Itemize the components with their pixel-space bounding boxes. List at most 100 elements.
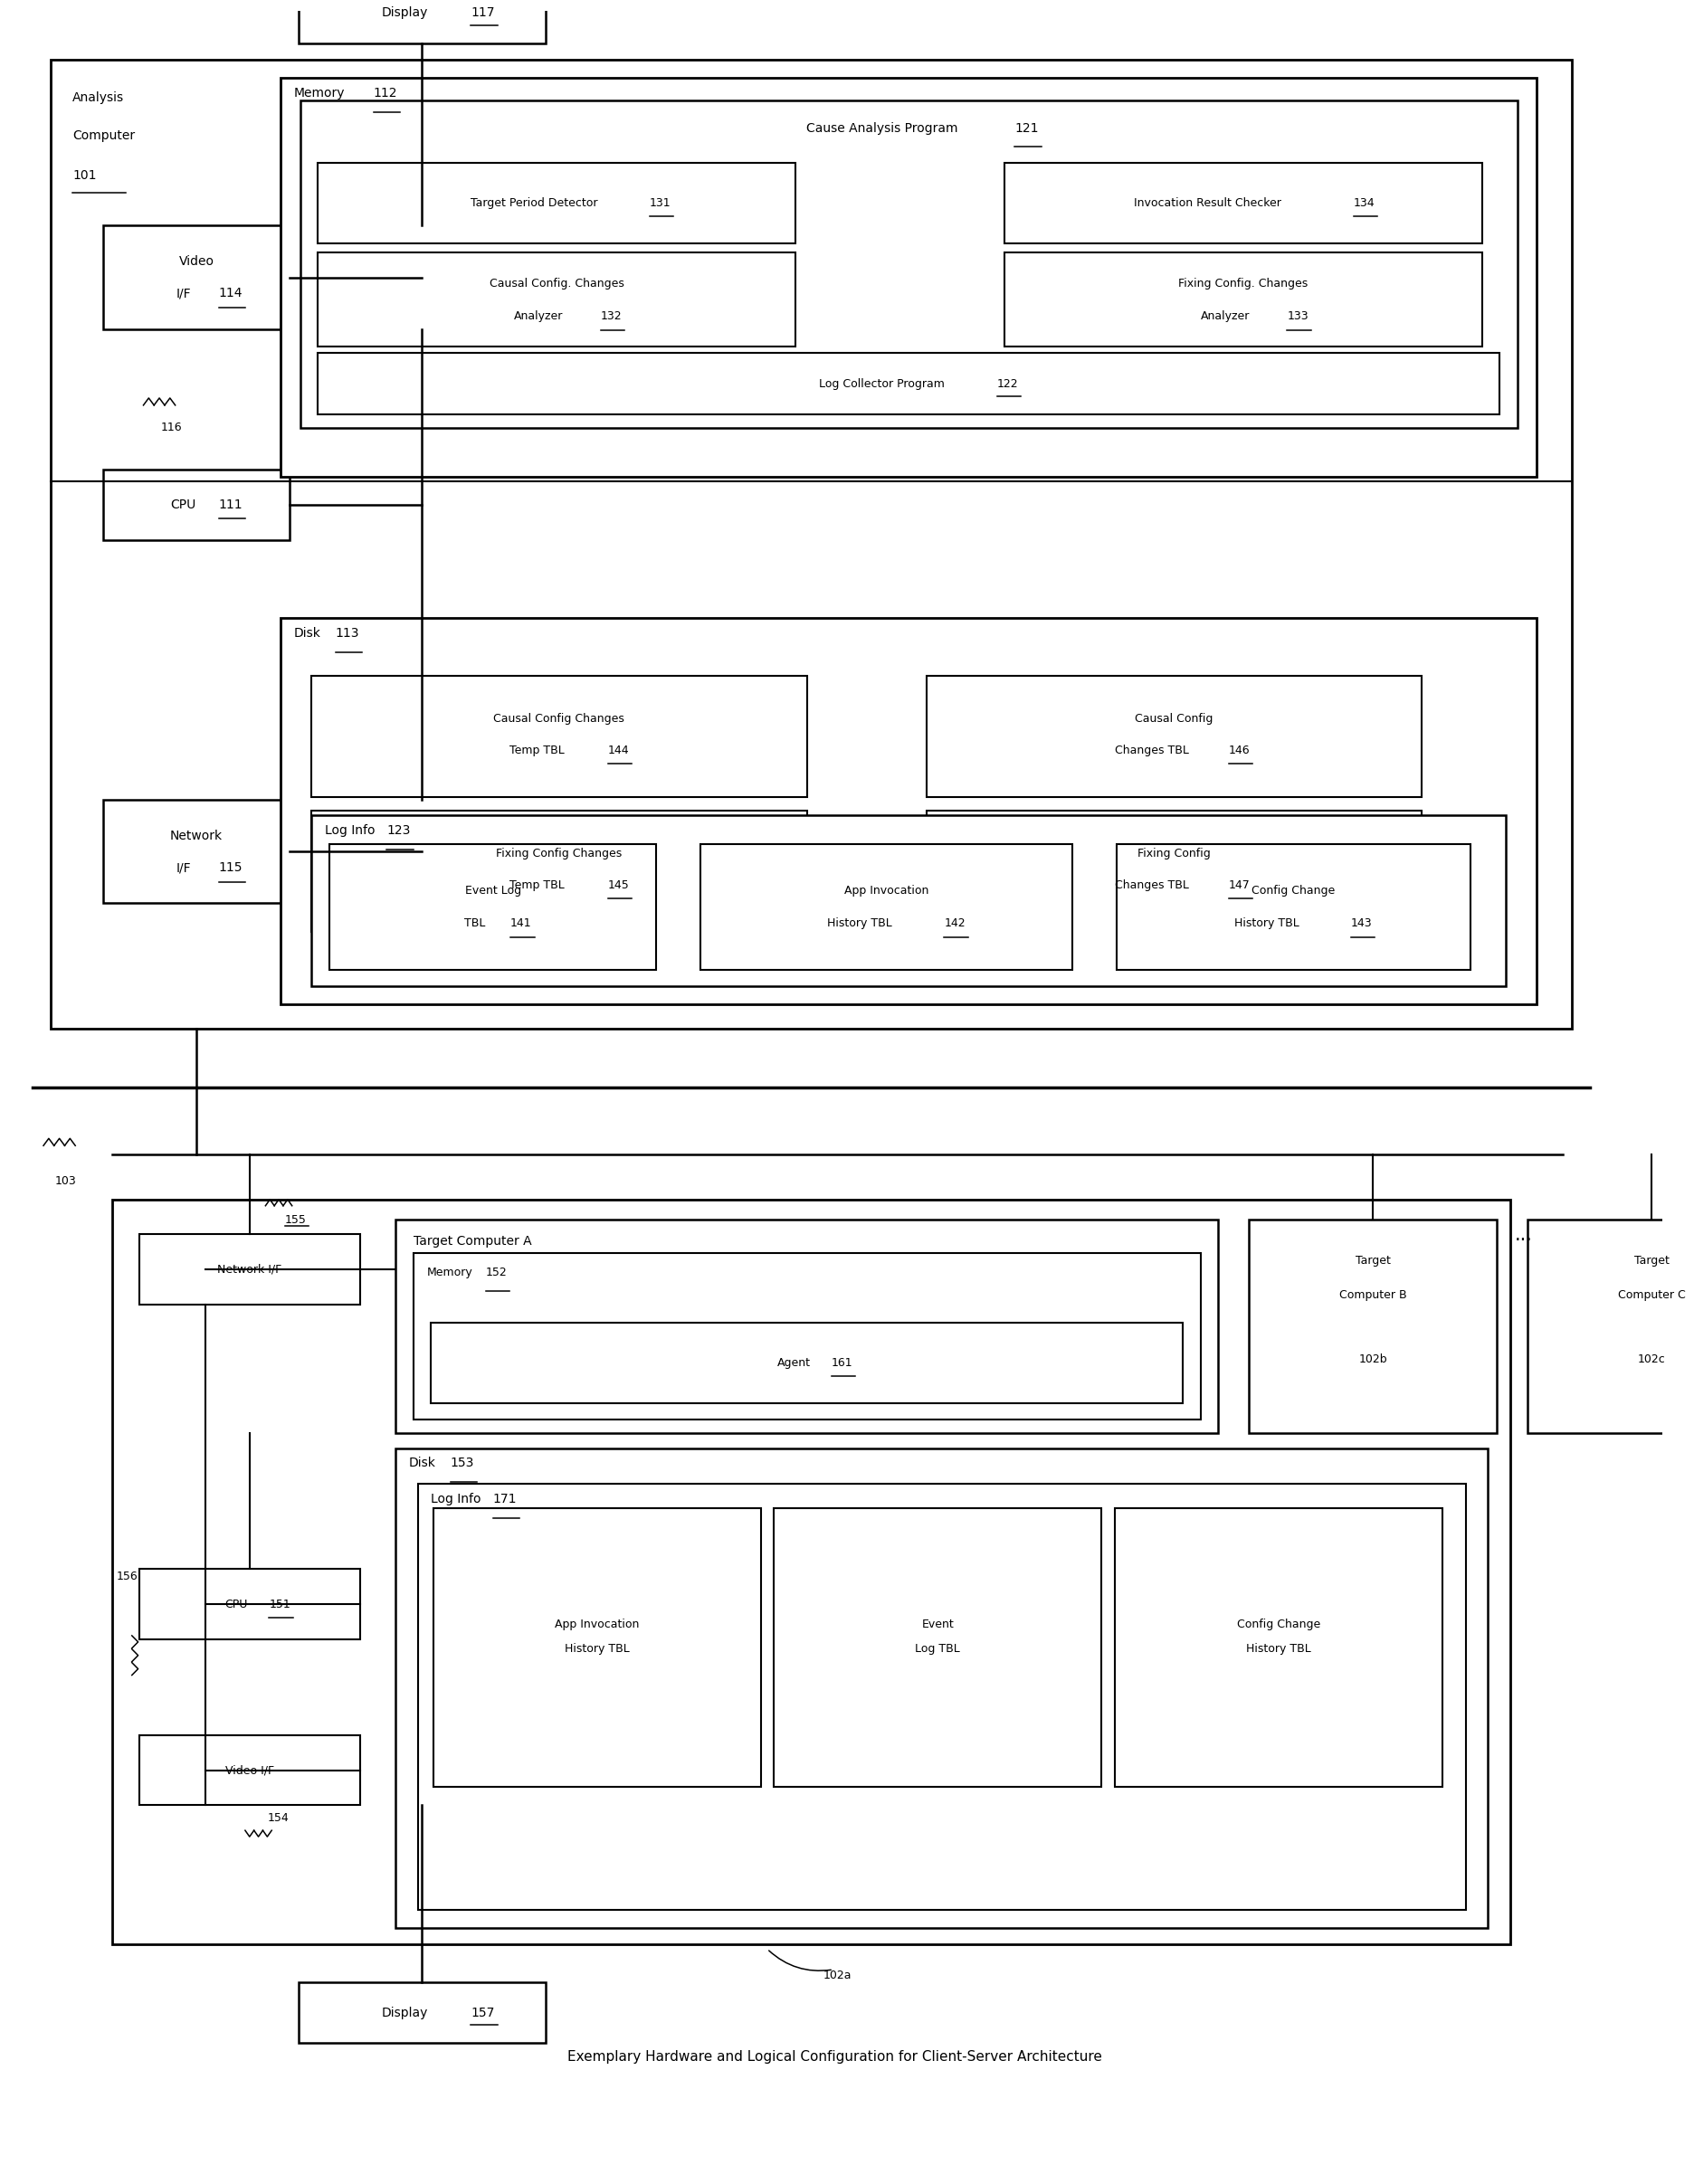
FancyBboxPatch shape xyxy=(139,1570,361,1640)
FancyBboxPatch shape xyxy=(139,1234,361,1304)
Text: 102b: 102b xyxy=(1359,1354,1387,1365)
FancyBboxPatch shape xyxy=(281,618,1536,1005)
Text: 102c: 102c xyxy=(1638,1354,1665,1365)
Text: 161: 161 xyxy=(832,1356,854,1369)
FancyBboxPatch shape xyxy=(298,1983,545,2042)
Text: Disk: Disk xyxy=(408,1457,435,1470)
Text: 171: 171 xyxy=(493,1494,517,1505)
Text: Memory: Memory xyxy=(293,87,346,98)
FancyBboxPatch shape xyxy=(1248,1219,1497,1433)
Text: Changes TBL: Changes TBL xyxy=(1115,878,1189,891)
Text: 101: 101 xyxy=(73,168,97,181)
Text: Log Collector Program: Log Collector Program xyxy=(820,378,945,389)
Text: Computer: Computer xyxy=(73,129,136,142)
Text: Fixing Config Changes: Fixing Config Changes xyxy=(496,847,622,858)
Text: Analysis: Analysis xyxy=(73,92,124,105)
Text: Display: Display xyxy=(381,2007,427,2018)
FancyBboxPatch shape xyxy=(51,59,1572,1029)
Text: 153: 153 xyxy=(451,1457,474,1470)
Text: 134: 134 xyxy=(1354,197,1376,210)
FancyBboxPatch shape xyxy=(701,843,1072,970)
FancyBboxPatch shape xyxy=(103,470,290,539)
FancyBboxPatch shape xyxy=(395,1219,1218,1433)
Text: Video: Video xyxy=(180,256,213,266)
Text: Fixing Config: Fixing Config xyxy=(1137,847,1211,858)
Text: Agent: Agent xyxy=(778,1356,810,1369)
FancyBboxPatch shape xyxy=(1116,843,1470,970)
FancyBboxPatch shape xyxy=(318,253,796,347)
Text: Config Change: Config Change xyxy=(1252,885,1335,898)
Text: 157: 157 xyxy=(471,2007,495,2018)
FancyBboxPatch shape xyxy=(434,1509,761,1787)
Text: Log Info: Log Info xyxy=(325,823,374,836)
Text: History TBL: History TBL xyxy=(1245,1642,1311,1655)
Text: Analyzer: Analyzer xyxy=(515,310,564,321)
Text: App Invocation: App Invocation xyxy=(556,1618,639,1631)
Text: Log Info: Log Info xyxy=(430,1494,481,1505)
Text: TBL: TBL xyxy=(464,917,486,928)
FancyBboxPatch shape xyxy=(281,79,1536,476)
Text: 111: 111 xyxy=(219,498,242,511)
Text: 141: 141 xyxy=(510,917,532,928)
FancyBboxPatch shape xyxy=(298,0,545,44)
Text: Causal Config Changes: Causal Config Changes xyxy=(493,712,625,725)
FancyBboxPatch shape xyxy=(1005,253,1482,347)
Text: CPU: CPU xyxy=(171,498,197,511)
Text: Display: Display xyxy=(381,7,427,20)
Text: 116: 116 xyxy=(161,422,183,435)
Text: 132: 132 xyxy=(601,310,622,321)
Text: 147: 147 xyxy=(1228,878,1250,891)
Text: I/F: I/F xyxy=(176,860,191,874)
Text: Temp TBL: Temp TBL xyxy=(510,745,564,756)
FancyBboxPatch shape xyxy=(774,1509,1101,1787)
Text: Invocation Result Checker: Invocation Result Checker xyxy=(1133,197,1281,210)
Text: 103: 103 xyxy=(54,1175,76,1188)
Text: 131: 131 xyxy=(649,197,671,210)
Text: 121: 121 xyxy=(1015,122,1038,135)
FancyBboxPatch shape xyxy=(418,1483,1465,1911)
Text: 112: 112 xyxy=(373,87,398,98)
FancyBboxPatch shape xyxy=(318,354,1499,415)
Text: Event Log: Event Log xyxy=(464,885,522,898)
Text: 142: 142 xyxy=(944,917,966,928)
FancyBboxPatch shape xyxy=(329,843,657,970)
FancyBboxPatch shape xyxy=(395,1448,1487,1928)
Text: 113: 113 xyxy=(335,627,359,640)
FancyBboxPatch shape xyxy=(300,100,1518,428)
FancyBboxPatch shape xyxy=(103,225,290,330)
Text: 102a: 102a xyxy=(823,1970,852,1981)
Text: Video I/F: Video I/F xyxy=(225,1765,274,1776)
Text: 117: 117 xyxy=(471,7,495,20)
Text: Computer B: Computer B xyxy=(1340,1289,1406,1302)
Text: 144: 144 xyxy=(608,745,628,756)
Text: Target: Target xyxy=(1355,1256,1391,1267)
FancyBboxPatch shape xyxy=(312,810,806,933)
Text: ...: ... xyxy=(1514,1227,1533,1245)
Text: 122: 122 xyxy=(998,378,1018,389)
Text: 156: 156 xyxy=(117,1570,139,1581)
Text: Network: Network xyxy=(169,830,224,841)
Text: Target Period Detector: Target Period Detector xyxy=(471,197,598,210)
Text: Config Change: Config Change xyxy=(1237,1618,1320,1631)
Text: Target: Target xyxy=(1635,1256,1669,1267)
FancyBboxPatch shape xyxy=(112,1199,1509,1944)
Text: Temp TBL: Temp TBL xyxy=(510,878,564,891)
FancyBboxPatch shape xyxy=(1528,1219,1694,1433)
FancyBboxPatch shape xyxy=(312,815,1506,985)
Text: App Invocation: App Invocation xyxy=(844,885,928,898)
Text: Event: Event xyxy=(922,1618,954,1631)
Text: 114: 114 xyxy=(219,286,242,299)
Text: 146: 146 xyxy=(1228,745,1250,756)
FancyBboxPatch shape xyxy=(927,810,1421,933)
Text: Exemplary Hardware and Logical Configuration for Client-Server Architecture: Exemplary Hardware and Logical Configura… xyxy=(567,2051,1101,2064)
Text: History TBL: History TBL xyxy=(1235,917,1299,928)
FancyBboxPatch shape xyxy=(139,1736,361,1806)
FancyBboxPatch shape xyxy=(318,164,796,245)
Text: 133: 133 xyxy=(1287,310,1308,321)
FancyBboxPatch shape xyxy=(927,677,1421,797)
FancyBboxPatch shape xyxy=(312,677,806,797)
Text: 115: 115 xyxy=(219,860,242,874)
FancyBboxPatch shape xyxy=(430,1324,1182,1402)
Text: 143: 143 xyxy=(1350,917,1372,928)
Text: Network I/F: Network I/F xyxy=(217,1265,281,1275)
